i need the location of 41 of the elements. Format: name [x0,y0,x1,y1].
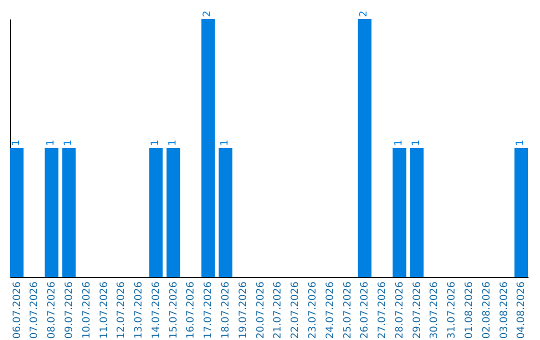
data-label: 1 [46,140,57,146]
x-tick-label: 22.07.2026 [290,282,302,339]
x-tick-label: 21.07.2026 [272,282,284,339]
x-tick-label: 24.07.2026 [324,282,336,339]
x-tick-label: 27.07.2026 [377,282,388,339]
x-tick-label: 04.08.2026 [516,282,528,339]
x-tick-label: 26.07.2026 [360,282,371,339]
x-tick-label: 17.07.2026 [203,282,214,339]
data-label: 1 [410,140,422,146]
x-tick-label: 10.07.2026 [81,282,92,339]
x-tick-label: 01.08.2026 [464,282,476,339]
x-tick-label: 31.07.2026 [446,282,458,339]
x-tick-label: 09.07.2026 [64,282,75,339]
data-label: 1 [220,140,231,146]
x-tick-label: 30.07.2026 [429,282,440,339]
x-tick-label: 16.07.2026 [186,282,197,339]
x-tick-label: 20.07.2026 [255,282,266,339]
data-label: 1 [10,140,22,146]
x-tick-label: 02.08.2026 [481,282,492,339]
x-tick-label: 13.07.2026 [134,282,145,339]
x-tick-label: 06.07.2026 [12,282,23,339]
x-tick-label: 11.07.2026 [98,282,110,339]
x-tick-label: 19.07.2026 [238,282,249,339]
x-tick-label: 12.07.2026 [116,282,128,339]
x-tick-label: 14.07.2026 [150,282,162,339]
data-label: 1 [515,140,526,146]
x-tick-label: 07.07.2026 [29,282,40,339]
x-tick-label: 03.08.2026 [498,282,510,339]
x-tick-label: 15.07.2026 [168,282,180,339]
data-label: 1 [167,140,178,146]
x-tick-label: 08.07.2026 [46,282,58,339]
data-label: 1 [150,140,161,146]
data-label: 1 [393,140,404,146]
x-tick-label: 29.07.2026 [412,282,423,339]
data-label: 2 [202,10,214,17]
x-tick-label: 28.07.2026 [394,282,406,339]
data-label: 2 [358,10,370,17]
x-tick-label: 25.07.2026 [342,282,354,339]
x-tick-label: 18.07.2026 [220,282,232,339]
data-label: 1 [62,140,74,146]
x-tick-label: 23.07.2026 [307,282,318,339]
